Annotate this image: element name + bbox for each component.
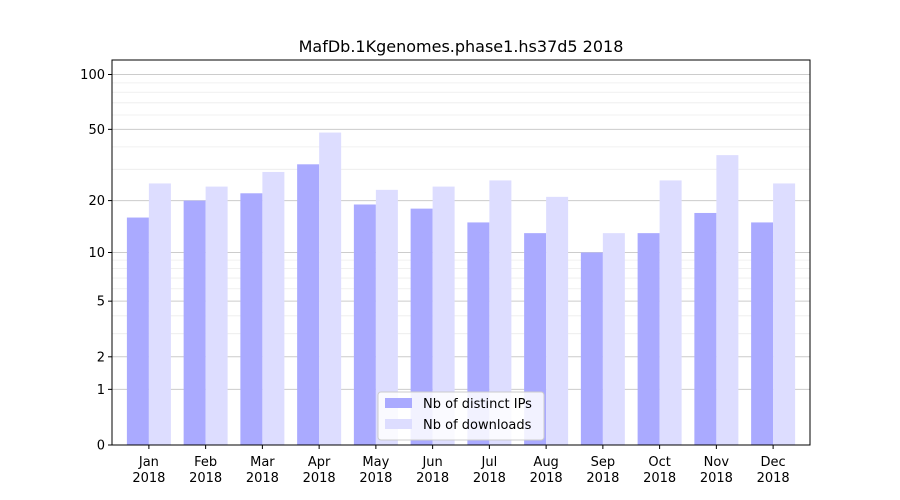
x-tick-label: Feb 2018 [189, 455, 222, 486]
legend-swatch-downloads [385, 419, 412, 429]
legend: Nb of distinct IPs Nb of downloads [377, 391, 545, 441]
bar-distinct-ips [240, 193, 263, 445]
y-tick-label: 0 [97, 439, 105, 454]
x-tick-label: Aug 2018 [530, 455, 563, 486]
legend-label-distinct-ips: Nb of distinct IPs [423, 397, 532, 412]
bar-distinct-ips [126, 217, 149, 445]
bars [126, 132, 796, 446]
y-tick-label: 5 [97, 295, 105, 310]
bar-distinct-ips [637, 233, 660, 445]
bar-downloads [602, 233, 625, 445]
bar-downloads [489, 180, 512, 446]
bar-distinct-ips [297, 164, 320, 445]
x-tick-label: Jun 2018 [416, 455, 449, 486]
legend-label-downloads: Nb of downloads [423, 418, 532, 433]
x-tick-label: Sep 2018 [586, 455, 619, 486]
bar-downloads [375, 189, 398, 445]
bar-distinct-ips [751, 222, 774, 445]
bar-distinct-ips [694, 212, 717, 445]
x-tick-label: Oct 2018 [643, 455, 676, 486]
bar-downloads [319, 132, 342, 446]
bar-downloads [432, 186, 455, 445]
x-tick-label: Jul 2018 [473, 455, 506, 486]
bar-downloads [148, 183, 171, 445]
bar-distinct-ips [183, 200, 206, 445]
x-tick-label: Dec 2018 [757, 455, 790, 486]
y-tick-label: 2 [97, 350, 105, 365]
bar-distinct-ips [410, 208, 433, 445]
chart-title: MafDb.1Kgenomes.phase1.hs37d5 2018 [299, 37, 624, 56]
y-tick-label: 1 [97, 383, 105, 398]
bar-downloads [205, 186, 228, 445]
x-tick-label: Apr 2018 [303, 455, 336, 486]
x-tick-label: May 2018 [359, 455, 392, 486]
grid [112, 74, 810, 390]
legend-frame [377, 391, 545, 441]
bar-downloads [773, 183, 796, 445]
x-tick-label: Nov 2018 [700, 455, 733, 486]
bar-distinct-ips [580, 252, 603, 445]
x-tick-label: Jan 2018 [132, 455, 165, 486]
bar-downloads [716, 155, 739, 446]
bar-downloads [659, 180, 682, 446]
x-axis: Jan 2018 Feb 2018 Mar 2018 Apr 2018 May 2018 Jun 20… [132, 445, 790, 486]
y-tick-label: 50 [88, 123, 105, 138]
bar-downloads [546, 196, 569, 445]
y-tick-label: 20 [88, 194, 105, 209]
bar-downloads [262, 171, 285, 445]
y-axis: 0 1 2 5 10 20 50 100 [80, 68, 112, 454]
bar-distinct-ips [467, 222, 490, 445]
y-tick-label: 10 [88, 246, 105, 261]
x-tick-label: Mar 2018 [246, 455, 279, 486]
y-tick-label: 100 [80, 68, 105, 83]
legend-swatch-distinct-ips [385, 398, 412, 408]
bar-distinct-ips [353, 204, 376, 445]
